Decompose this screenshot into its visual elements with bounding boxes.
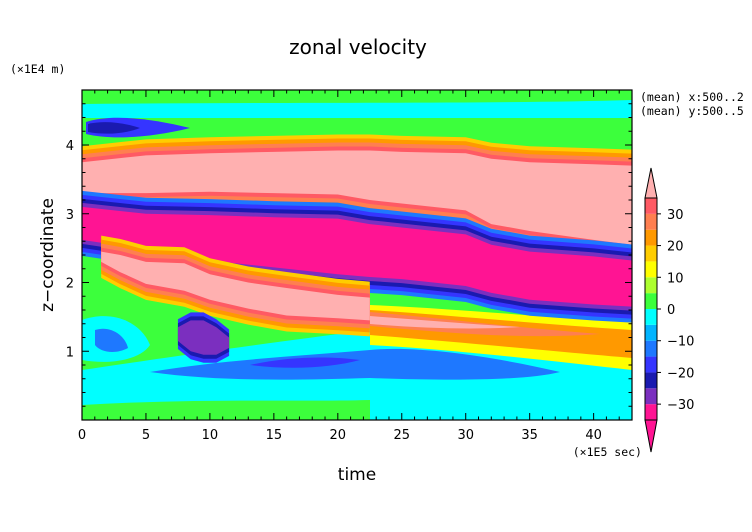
colorbar-tick-label: 0 — [667, 303, 675, 318]
lower-right-pink — [370, 316, 520, 329]
colorbar-tick-label: −10 — [667, 335, 694, 350]
x-axis: 0 5 10 15 20 25 30 35 40 — [78, 90, 620, 443]
x-tick-label: 15 — [266, 428, 283, 443]
x-tick-label: 10 — [202, 428, 219, 443]
y-tick-label: 2 — [66, 277, 74, 292]
left-blue-patch — [95, 328, 128, 352]
lower-right-salmon — [370, 312, 600, 337]
x-unit-label: (×1E5 sec) — [573, 445, 642, 459]
colorbar-swatch — [645, 404, 657, 420]
colorbar-swatch — [645, 229, 657, 246]
colorbar-swatch — [645, 388, 657, 405]
colorbar-swatch — [645, 356, 657, 373]
upper-pink-jet — [82, 150, 632, 245]
x-tick-label: 0 — [78, 428, 86, 443]
colorbar-swatch — [645, 340, 657, 357]
colorbar-swatch — [645, 309, 657, 325]
colorbar-tick-label: −30 — [667, 398, 694, 413]
y-tick-label: 3 — [66, 208, 74, 223]
colorbar-swatch — [645, 198, 657, 214]
lower-blue-layer — [150, 348, 560, 380]
colorbar-extend-bottom — [644, 419, 658, 453]
x-axis-label: time — [338, 465, 376, 485]
mean-y-annotation: (mean) y:500..5 — [640, 104, 744, 118]
contour-field — [82, 90, 632, 420]
x-tick-label: 35 — [521, 428, 538, 443]
mean-x-annotation: (mean) x:500..2 — [640, 90, 744, 104]
velocity-bands — [82, 134, 632, 363]
colorbar-swatch — [645, 324, 657, 341]
colorbar-swatch — [645, 213, 657, 230]
y-axis-label: z−coordinate — [38, 198, 58, 312]
x-tick-label: 40 — [585, 428, 602, 443]
colorbar-swatch — [645, 293, 657, 309]
lower-pink-jet — [101, 251, 370, 321]
colorbar-swatch — [645, 277, 657, 294]
colorbar-tick-label: 30 — [667, 208, 684, 223]
top-green-fringe — [82, 90, 632, 104]
colorbar: 30 20 10 0 −10 −20 −30 — [644, 167, 694, 453]
x-tick-label: 25 — [393, 428, 410, 443]
y-tick-label: 4 — [66, 139, 74, 154]
colorbar-swatch — [645, 372, 657, 389]
colorbar-tick-label: 20 — [667, 240, 684, 255]
colorbar-swatch — [645, 261, 657, 278]
x-tick-label: 5 — [142, 428, 150, 443]
bottom-green-strip — [82, 400, 370, 420]
x-tick-label: 20 — [330, 428, 347, 443]
y-axis: 1 2 3 4 — [66, 103, 632, 407]
lower-blue-core — [250, 357, 360, 368]
top-left-navy-core — [88, 122, 140, 134]
deep-purple-core — [177, 320, 230, 355]
colorbar-extend-top — [644, 167, 658, 199]
colorbar-tick-label: −20 — [667, 366, 694, 381]
colorbar-tick-label: 10 — [667, 271, 684, 286]
colorbar-swatch — [645, 245, 657, 262]
y-unit-label: (×1E4 m) — [10, 62, 65, 76]
y-tick-label: 1 — [66, 345, 74, 360]
chart-title: zonal velocity — [289, 35, 427, 59]
mid-magenta-band — [82, 206, 632, 307]
x-tick-label: 30 — [457, 428, 474, 443]
